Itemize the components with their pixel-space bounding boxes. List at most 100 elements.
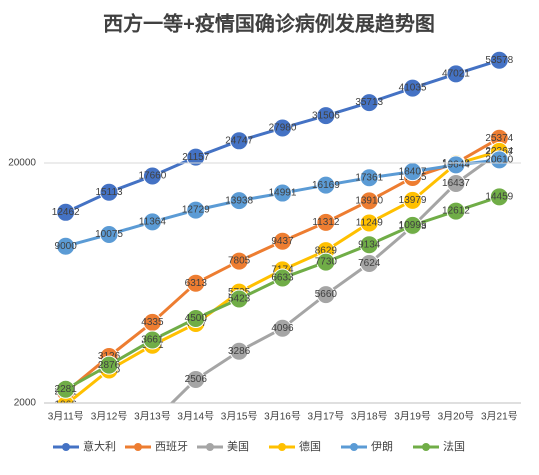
data-point [99,224,119,244]
data-point [186,369,206,389]
data-label: 13979 [399,195,427,206]
data-label: 1966 [55,399,78,410]
y-tick-label: 2000 [14,398,37,409]
data-label: 2876 [98,360,121,371]
data-label: 12729 [182,205,210,216]
legend-marker [350,443,358,451]
x-tick-label: 3月21号 [481,411,518,423]
data-label: 4335 [141,317,164,328]
data-label: 11364 [139,217,167,228]
data-label: 25374 [485,133,513,144]
data-point [273,318,292,338]
data-label: 14991 [269,188,297,199]
data-point [316,175,336,195]
data-point [316,285,336,305]
data-label: 18407 [399,166,427,177]
data-label: 16437 [442,178,470,189]
data-point [446,201,466,221]
data-label: 9000 [55,241,78,252]
legend-label: 美国 [227,440,249,453]
data-point [489,50,509,70]
data-label: 5423 [228,294,251,305]
legend-label: 西班牙 [155,440,188,453]
data-point [229,341,249,361]
series-line [64,195,500,391]
data-label: 2506 [185,374,208,385]
data-point [359,213,379,233]
x-tick-label: 3月18号 [351,411,388,423]
data-label: 8629 [315,245,338,256]
legend-marker [62,443,70,451]
data-label: 3661 [141,335,164,346]
x-tick-label: 3月14号 [177,411,214,423]
legend-label: 伊朗 [371,440,393,453]
x-tick-label: 3月12号 [91,411,128,423]
data-point [273,118,292,138]
data-point [446,173,466,193]
data-label: 11249 [356,218,384,229]
data-label: 47021 [442,69,470,80]
data-point [359,235,379,255]
data-label: 14459 [485,191,513,202]
y-tick-label: 20000 [8,158,36,169]
x-tick-label: 3月15号 [221,411,258,423]
data-label: 17660 [139,171,167,182]
data-point [142,166,162,186]
chart-title: 西方一等+疫情国确诊病例发展趋势图 [103,11,435,35]
legend-marker [422,443,430,451]
data-label: 11312 [312,217,340,228]
data-label: 41035 [399,83,427,94]
data-label: 4096 [271,323,294,334]
legend-label: 德国 [299,439,321,453]
data-label: 3286 [228,346,251,357]
legend-label: 意大利 [83,439,116,453]
data-point [359,191,379,211]
data-point [273,183,292,203]
data-point [359,168,379,188]
data-point [489,187,509,207]
x-tick-label: 3月19号 [394,411,431,423]
data-label: 10995 [399,220,427,231]
data-point [56,379,76,399]
data-label: 21157 [182,152,210,163]
data-label: 6313 [185,278,208,289]
data-point [273,268,292,288]
data-label: 35713 [355,97,383,108]
data-point [229,251,249,271]
x-tick-label: 3月16号 [264,411,301,423]
data-label: 12462 [52,207,80,218]
data-label: 4500 [185,313,208,324]
data-point [446,155,466,175]
data-label: 7624 [358,258,381,269]
data-label: 9134 [358,239,381,250]
data-point [186,273,206,293]
legend-marker [134,443,142,451]
x-tick-label: 3月13号 [134,411,171,423]
data-label: 10075 [95,229,123,240]
data-label: 13938 [225,195,253,206]
data-label: 13910 [355,195,383,206]
data-label: 6633 [271,273,294,284]
x-tick-label: 3月20号 [438,411,475,423]
legend-marker [206,443,214,451]
data-point [99,355,119,375]
data-label: 17361 [355,172,383,183]
data-point [489,150,509,170]
data-label: 2281 [55,384,78,395]
data-point [316,106,336,126]
data-point [403,78,423,98]
data-point [316,212,336,232]
data-label: 15113 [96,187,124,198]
data-point [403,190,423,210]
data-point [56,202,76,222]
x-tick-label: 3月11号 [48,411,84,423]
data-point [99,182,119,202]
data-point [186,200,206,220]
data-label: 7730 [315,257,338,268]
data-label: 19644 [442,160,470,171]
data-point [229,289,249,309]
data-label: 12612 [442,206,470,217]
data-point [446,64,466,84]
data-point [316,252,336,272]
